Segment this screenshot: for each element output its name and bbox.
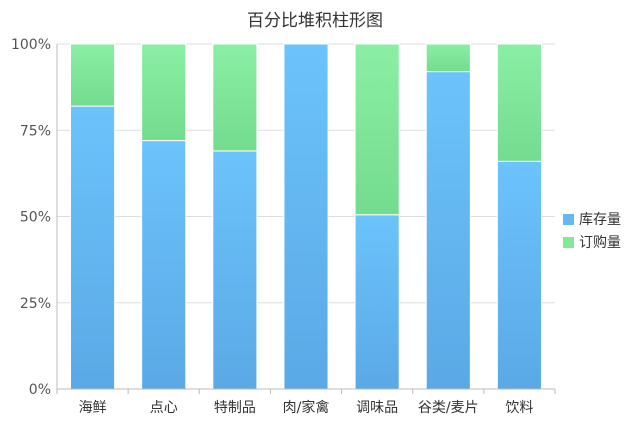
y-tick-label: 0% (29, 382, 51, 398)
y-axis-ticks: 0% 25% 50% 75% 100% (11, 37, 51, 398)
y-tick-label: 75% (20, 123, 51, 139)
bars (70, 43, 542, 390)
legend-label[interactable]: 订购量 (579, 235, 621, 251)
bar-segment[interactable] (70, 43, 116, 107)
bar-segment[interactable] (354, 214, 400, 390)
x-tick-label: 点心 (150, 400, 178, 416)
x-tick-label: 海鲜 (79, 400, 107, 416)
y-tick-label: 100% (11, 37, 51, 53)
chart-title: 百分比堆积柱形图 (247, 11, 383, 31)
bar-segment[interactable] (496, 160, 542, 390)
axes (56, 44, 556, 394)
bar-segment[interactable] (141, 140, 187, 390)
bar-segment[interactable] (283, 43, 329, 390)
x-tick-label: 谷类/麦片 (418, 400, 479, 416)
legend-swatch (563, 237, 574, 248)
x-tick-label: 饮料 (505, 400, 533, 416)
y-tick-label: 50% (20, 210, 51, 226)
x-tick-label: 肉/家禽 (283, 399, 330, 416)
bar-segment[interactable] (425, 71, 471, 390)
bar-segment[interactable] (212, 43, 258, 152)
bar-segment[interactable] (141, 43, 187, 142)
legend-swatch (563, 214, 574, 225)
bar-segment[interactable] (70, 105, 116, 390)
legend-label[interactable]: 库存量 (579, 212, 621, 228)
x-tick-label: 调味品 (356, 400, 398, 416)
bar-segment[interactable] (354, 43, 400, 216)
y-tick-label: 25% (20, 296, 51, 312)
bar-segment[interactable] (212, 150, 258, 390)
x-axis-labels: 海鲜 点心 特制品 肉/家禽 调味品 谷类/麦片 饮料 (79, 399, 534, 416)
x-tick-label: 特制品 (214, 400, 256, 416)
bar-segment[interactable] (425, 43, 471, 73)
bar-segment[interactable] (496, 43, 542, 162)
